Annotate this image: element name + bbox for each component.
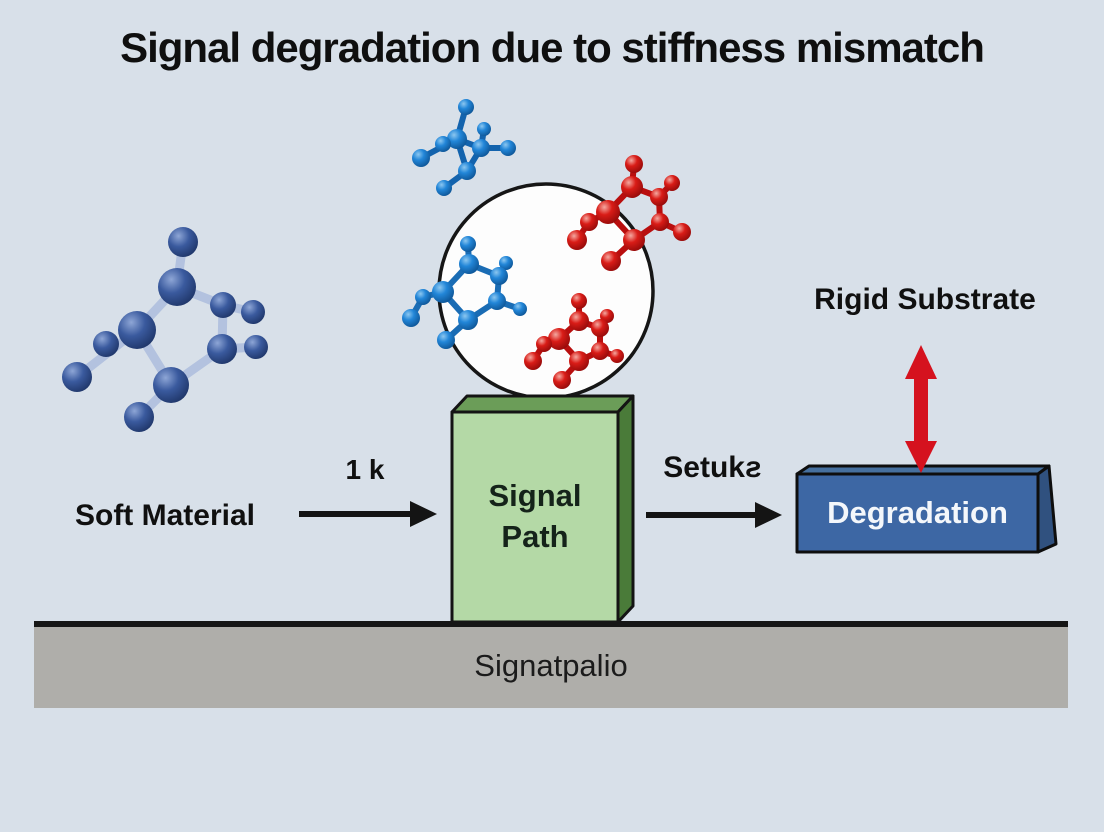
- page-title: Signal degradation due to stiffness mism…: [120, 24, 985, 71]
- blue-molecule-free-icon: [412, 99, 516, 196]
- arrow1-right-icon: [299, 501, 437, 527]
- arrow2-label: Setukƨ: [663, 451, 762, 484]
- droplet-circle: [437, 182, 655, 400]
- mismatch-double-arrow-icon: [905, 345, 937, 473]
- signal-path-line2: Path: [501, 519, 569, 554]
- degradation-box: [795, 464, 1058, 554]
- signal-path-box: [450, 394, 635, 624]
- substrate-bar-label: Signatpalio: [474, 648, 628, 683]
- arrow1-label: 1 k: [345, 454, 385, 485]
- signal-path-line1: Signal: [488, 478, 582, 514]
- rigid-substrate-label: Rigid Substrate: [814, 283, 1036, 316]
- substrate-bar: [34, 621, 1068, 708]
- navy-molecule-icon: [62, 227, 268, 432]
- red-molecule-top-icon: [567, 155, 691, 271]
- red-molecule-in-droplet-icon: [524, 293, 624, 389]
- soft-material-label: Soft Material: [74, 499, 256, 532]
- blue-molecule-in-droplet-icon: [402, 236, 527, 349]
- degradation-label: Degradation: [797, 474, 1038, 552]
- degradation-text: Degradation: [827, 495, 1008, 530]
- arrow2-right-icon: [646, 502, 782, 528]
- signal-path-label: Signal Path: [452, 412, 618, 622]
